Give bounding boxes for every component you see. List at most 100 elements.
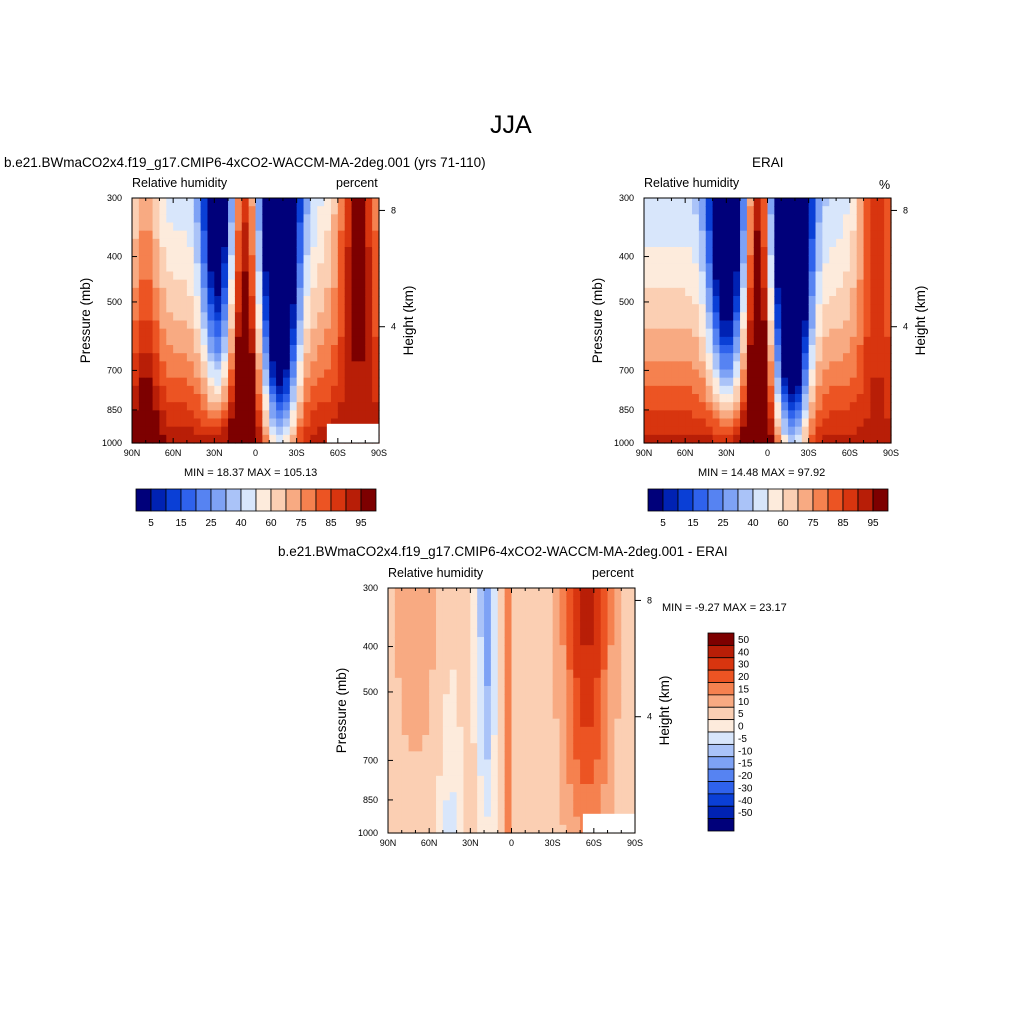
heatmap-cell bbox=[664, 361, 673, 371]
colorbar-box bbox=[722, 488, 739, 512]
heatmap-cell bbox=[671, 206, 679, 215]
heatmap-cell bbox=[436, 694, 444, 703]
heatmap-cell bbox=[388, 726, 396, 736]
heatmap-cell bbox=[324, 385, 332, 395]
heatmap-cell bbox=[490, 792, 499, 801]
heatmap-cell bbox=[429, 612, 437, 622]
heatmap-cell bbox=[490, 743, 499, 752]
heatmap-cell bbox=[337, 377, 346, 387]
heatmap-cell bbox=[870, 426, 878, 436]
heatmap-cell bbox=[193, 369, 202, 379]
heatmap-cell bbox=[760, 222, 769, 232]
heatmap-cell bbox=[166, 271, 174, 281]
heatmap-cell bbox=[532, 677, 540, 687]
heatmap-cell bbox=[586, 808, 595, 818]
heatmap-cell bbox=[436, 775, 444, 785]
heatmap-cell bbox=[422, 702, 430, 712]
heatmap-cell bbox=[586, 588, 595, 597]
heatmap-cell bbox=[884, 394, 892, 403]
heatmap-cell bbox=[580, 612, 588, 622]
heatmap-cell bbox=[330, 402, 339, 411]
heatmap-cell bbox=[678, 287, 686, 297]
heatmap-cell bbox=[801, 336, 810, 346]
heatmap-cell bbox=[436, 726, 444, 736]
heatmap-cell bbox=[621, 620, 629, 630]
heatmap-cell bbox=[408, 816, 417, 826]
heatmap-cell bbox=[774, 394, 782, 403]
heatmap-cell bbox=[490, 767, 499, 777]
heatmap-cell bbox=[829, 296, 837, 305]
heatmap-cell bbox=[214, 418, 222, 428]
heatmap-cell bbox=[580, 588, 588, 597]
heatmap-cell bbox=[856, 222, 865, 232]
heatmap-cell bbox=[200, 394, 209, 403]
heatmap-cell bbox=[324, 279, 332, 289]
heatmap-cell bbox=[324, 369, 332, 379]
heatmap-cell bbox=[726, 271, 734, 281]
heatmap-cell bbox=[504, 612, 513, 622]
heatmap-cell bbox=[532, 816, 540, 826]
heatmap-cell bbox=[449, 686, 458, 695]
heatmap-cell bbox=[671, 222, 679, 232]
heatmap-cell bbox=[408, 628, 417, 638]
heatmap-cell bbox=[753, 312, 762, 322]
heatmap-cell bbox=[442, 710, 451, 720]
heatmap-cell bbox=[552, 604, 561, 614]
heatmap-cell bbox=[815, 222, 823, 232]
heatmap-cell bbox=[774, 296, 782, 305]
heatmap-cell bbox=[822, 426, 830, 436]
heatmap-cell bbox=[586, 686, 595, 695]
heatmap-cell bbox=[388, 751, 396, 761]
heatmap-cell bbox=[449, 645, 458, 654]
heatmap-cell bbox=[884, 385, 892, 395]
heatmap-cell bbox=[330, 230, 339, 240]
heatmap-cell bbox=[593, 718, 602, 728]
heatmap-cell bbox=[180, 328, 188, 338]
heatmap-cell bbox=[296, 328, 305, 338]
heatmap-cell bbox=[877, 238, 885, 248]
heatmap-cell bbox=[607, 686, 616, 695]
heatmap-cell bbox=[351, 385, 360, 395]
heatmap-cell bbox=[234, 394, 243, 403]
heatmap-cell bbox=[829, 345, 837, 354]
heatmap-cell bbox=[801, 206, 810, 215]
heatmap-cell bbox=[593, 735, 602, 744]
heatmap-cell bbox=[829, 410, 837, 420]
heatmap-cell bbox=[401, 824, 410, 834]
heatmap-cell bbox=[849, 369, 858, 379]
heatmap-cell bbox=[586, 726, 595, 736]
heatmap-cell bbox=[449, 735, 458, 744]
heatmap-cell bbox=[559, 718, 567, 728]
heatmap-cell bbox=[760, 402, 769, 411]
heatmap-cell bbox=[794, 312, 803, 322]
heatmap-cell bbox=[365, 198, 373, 207]
heatmap-cell bbox=[394, 637, 403, 646]
heatmap-cell bbox=[621, 604, 629, 614]
heatmap-cell bbox=[815, 345, 823, 354]
heatmap-cell bbox=[173, 328, 181, 338]
y-tick-label: 300 bbox=[363, 583, 378, 593]
heatmap-cell bbox=[456, 800, 465, 810]
heatmap-cell bbox=[442, 800, 451, 810]
heatmap-cell bbox=[248, 361, 257, 371]
heatmap-cell bbox=[228, 304, 236, 313]
heatmap-cell bbox=[712, 271, 721, 281]
x-tick-label: 30N bbox=[462, 838, 479, 848]
heatmap-cell bbox=[303, 369, 311, 379]
heatmap-cell bbox=[545, 767, 554, 777]
heatmap-cell bbox=[525, 775, 533, 785]
heatmap-cell bbox=[600, 718, 609, 728]
heatmap-cell bbox=[372, 345, 380, 354]
heatmap-cell bbox=[214, 369, 222, 379]
heatmap-cell bbox=[344, 222, 353, 232]
heatmap-cell bbox=[836, 255, 844, 264]
heatmap-cell bbox=[484, 669, 492, 679]
heatmap-cell bbox=[678, 434, 686, 444]
heatmap-cell bbox=[296, 377, 305, 387]
heatmap-cell bbox=[221, 426, 229, 436]
heatmap-cell bbox=[214, 238, 222, 248]
heatmap-cell bbox=[518, 824, 526, 834]
x-tick-label: 30S bbox=[289, 448, 305, 458]
heatmap-cell bbox=[705, 304, 714, 313]
heatmap-cell bbox=[255, 394, 263, 403]
